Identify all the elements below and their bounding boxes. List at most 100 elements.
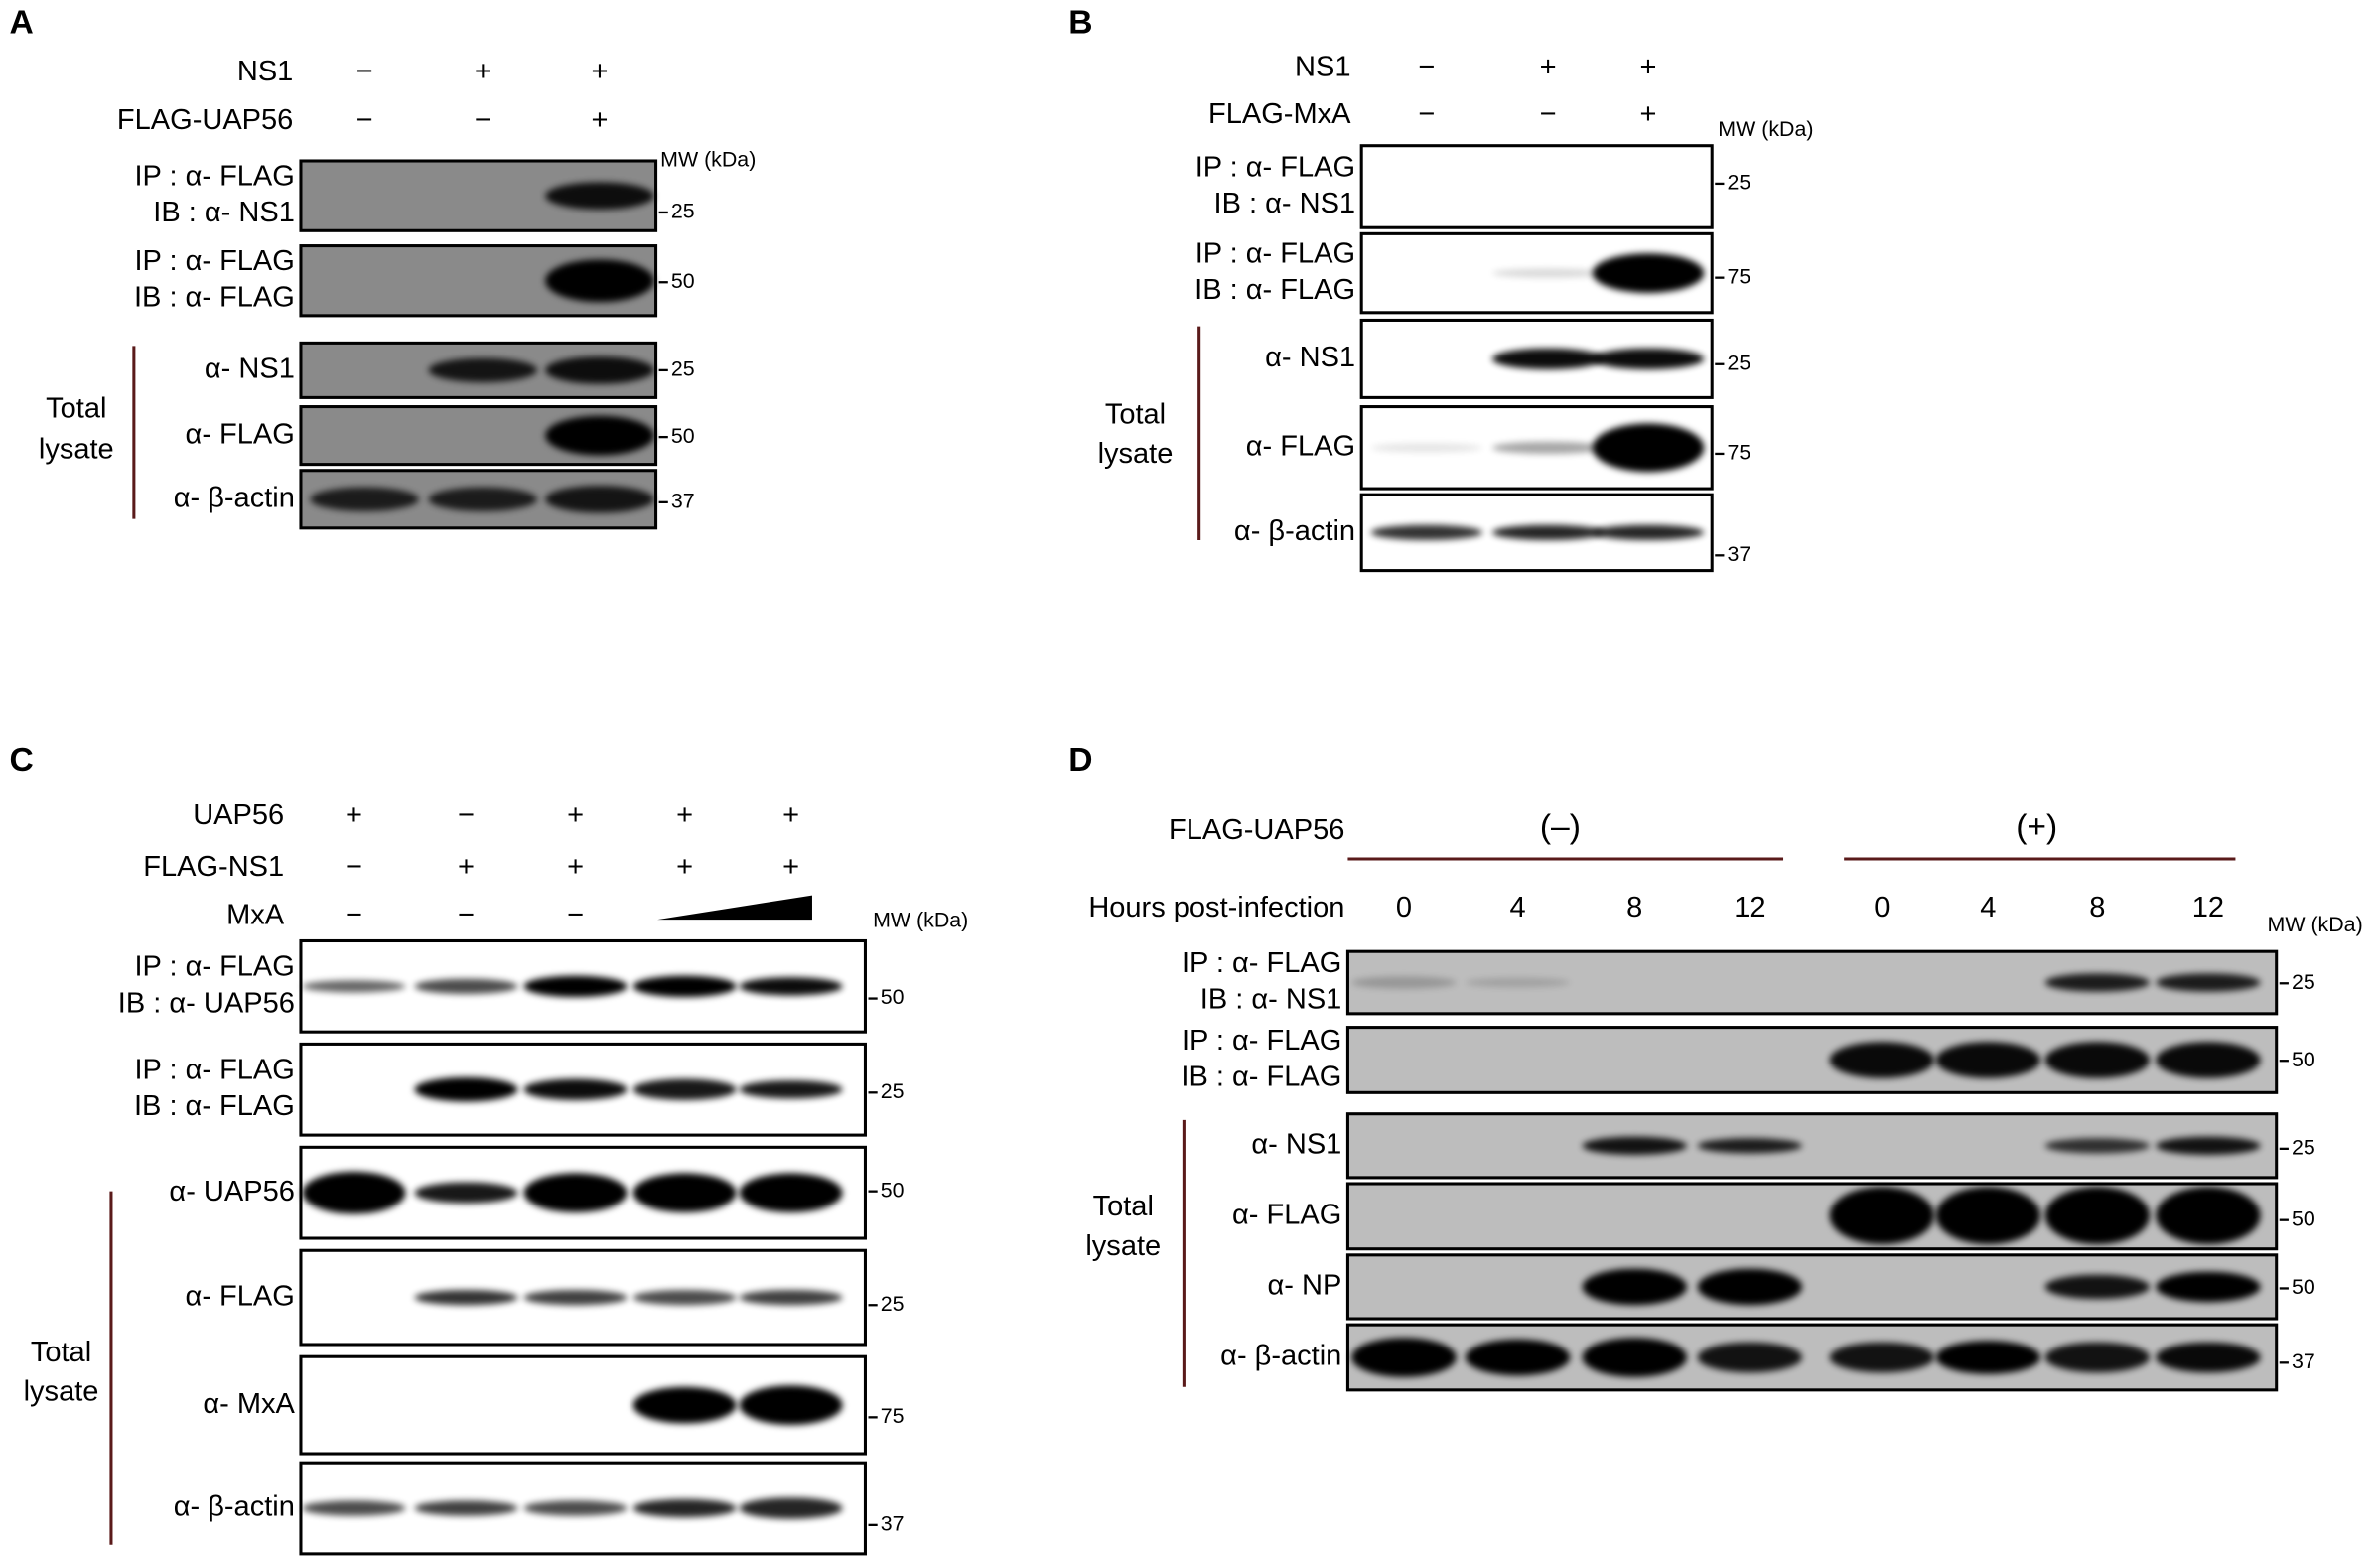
condition-label: FLAG-UAP56 bbox=[1169, 814, 1344, 846]
lane-label: + bbox=[1640, 51, 1657, 82]
band bbox=[2156, 1042, 2261, 1078]
band bbox=[739, 1080, 843, 1099]
mw-header: MW (kDa) bbox=[873, 908, 968, 931]
lane-label: + bbox=[782, 851, 799, 883]
band bbox=[414, 1077, 518, 1102]
band bbox=[1697, 1268, 1803, 1306]
band bbox=[523, 1289, 628, 1306]
band bbox=[2044, 1187, 2151, 1245]
lane-label: − bbox=[1418, 51, 1435, 82]
band bbox=[1491, 441, 1605, 454]
band bbox=[2156, 1271, 2261, 1303]
lane-label: 8 bbox=[2089, 892, 2105, 923]
band bbox=[1592, 253, 1705, 293]
mw-header: MW (kDa) bbox=[2268, 913, 2363, 936]
panel: B NS1 − + + FLAG-MxA − − + MW (kDa) IP : α- FLAG IB… bbox=[1068, 4, 1813, 573]
mw-label: 75 bbox=[1727, 264, 1750, 288]
band bbox=[1491, 348, 1605, 370]
group-label: lysate bbox=[1085, 1230, 1161, 1262]
band bbox=[310, 487, 419, 512]
condition-label: Hours post-infection bbox=[1088, 892, 1344, 923]
mw-label: 25 bbox=[881, 1292, 905, 1316]
lane-label: − bbox=[356, 56, 373, 87]
mw-label: 37 bbox=[881, 1512, 905, 1536]
band bbox=[2156, 1187, 2261, 1245]
mw-label: 25 bbox=[1727, 171, 1750, 195]
band bbox=[545, 415, 654, 456]
band bbox=[739, 977, 843, 996]
band bbox=[1370, 524, 1483, 541]
band bbox=[2156, 973, 2261, 992]
band bbox=[632, 1498, 737, 1518]
band bbox=[414, 1182, 518, 1204]
condition-label: FLAG-MxA bbox=[1208, 98, 1351, 130]
band bbox=[545, 182, 654, 210]
band bbox=[632, 1289, 737, 1306]
mw-label: 50 bbox=[2292, 1275, 2315, 1299]
panel: C UAP56 + − + + + FLAG-NS1 − + + + + MxA − − − MW (kDa) IP… bbox=[10, 742, 968, 1556]
band bbox=[2044, 1042, 2151, 1078]
band bbox=[739, 1497, 843, 1519]
band bbox=[428, 487, 538, 512]
group-label: Total bbox=[31, 1337, 91, 1368]
condition-label: FLAG-NS1 bbox=[143, 851, 284, 883]
band bbox=[302, 1171, 406, 1214]
band bbox=[1351, 1338, 1457, 1377]
blot-label: α- NS1 bbox=[205, 354, 295, 385]
mw-label: 25 bbox=[2292, 1136, 2315, 1160]
band bbox=[523, 1500, 628, 1516]
group-label: lysate bbox=[1098, 438, 1174, 470]
band bbox=[2044, 1274, 2151, 1300]
blot-label: IP : α- FLAG bbox=[134, 951, 294, 983]
mw-label: 37 bbox=[671, 489, 695, 512]
mw-label: 50 bbox=[2292, 1048, 2315, 1071]
group-header: (–) bbox=[1540, 808, 1581, 845]
band bbox=[1829, 1187, 1935, 1245]
mw-label: 75 bbox=[1727, 441, 1750, 465]
band bbox=[1582, 1268, 1687, 1306]
condition-label: MxA bbox=[226, 900, 285, 931]
panel: D FLAG-UAP56 (–) (+) Hours post-infection 0 4 8… bbox=[1068, 742, 2363, 1392]
blot bbox=[1345, 1026, 2279, 1094]
lane-label: − bbox=[1418, 98, 1435, 130]
condition-label: NS1 bbox=[1295, 51, 1350, 82]
band bbox=[632, 975, 737, 998]
lane-label: 12 bbox=[1734, 892, 1765, 923]
band bbox=[739, 1289, 843, 1306]
mw-label: 25 bbox=[671, 200, 695, 223]
blot-label: IB : α- UAP56 bbox=[118, 987, 295, 1019]
blot-label: α- NS1 bbox=[1251, 1128, 1341, 1160]
dose-ramp bbox=[657, 895, 812, 921]
band bbox=[632, 1173, 737, 1213]
lane-label: + bbox=[567, 851, 584, 883]
band bbox=[1582, 1136, 1687, 1155]
band bbox=[1697, 1342, 1803, 1373]
band bbox=[1592, 348, 1705, 370]
blot-label: IP : α- FLAG bbox=[134, 245, 294, 277]
band bbox=[523, 1078, 628, 1100]
lane-label: − bbox=[475, 104, 491, 136]
lane-label: 0 bbox=[1874, 892, 1890, 923]
band bbox=[2156, 1136, 2261, 1155]
blot-label: IB : α- FLAG bbox=[1181, 1061, 1341, 1092]
band bbox=[2044, 973, 2151, 992]
band bbox=[1592, 423, 1705, 473]
blot-label: IP : α- FLAG bbox=[1195, 237, 1355, 269]
band bbox=[545, 259, 654, 303]
group-header: (+) bbox=[2016, 808, 2057, 845]
lane-label: + bbox=[1540, 51, 1557, 82]
band bbox=[1829, 1042, 1935, 1078]
lane-label: + bbox=[592, 104, 609, 136]
condition-label: UAP56 bbox=[193, 799, 284, 831]
condition-label: FLAG-UAP56 bbox=[117, 104, 293, 136]
blot-label: IB : α- FLAG bbox=[134, 1090, 295, 1122]
panel: A NS1 − + + FLAG-UAP56 − − + MW (kDa) IP : α- FLAG… bbox=[10, 4, 756, 530]
mw-label: 75 bbox=[881, 1404, 905, 1428]
blot-label: IP : α- FLAG bbox=[1182, 1025, 1341, 1057]
group-label: Total bbox=[1093, 1191, 1154, 1222]
mw-label: 37 bbox=[1727, 542, 1750, 566]
band bbox=[523, 1173, 628, 1213]
mw-label: 25 bbox=[2292, 970, 2315, 994]
